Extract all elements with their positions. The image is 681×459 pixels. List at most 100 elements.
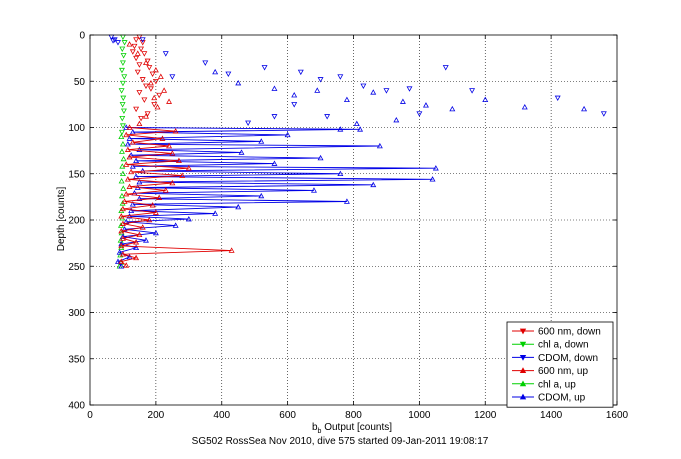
series-line xyxy=(120,127,232,266)
x-tick-label: 400 xyxy=(213,410,230,421)
data-point xyxy=(126,124,133,130)
data-point xyxy=(406,86,413,92)
data-point xyxy=(152,79,159,85)
data-point xyxy=(123,124,130,130)
data-point xyxy=(146,65,153,71)
data-point xyxy=(581,105,588,112)
data-point xyxy=(119,220,126,226)
legend-item: CDOM, down xyxy=(512,353,598,364)
data-point xyxy=(118,213,125,219)
data-layer xyxy=(108,34,607,269)
series-600-nm-down xyxy=(129,34,163,122)
data-point xyxy=(118,129,125,136)
data-point xyxy=(149,71,156,77)
data-point xyxy=(134,50,141,56)
data-point xyxy=(141,51,148,57)
data-point xyxy=(258,192,265,199)
data-point xyxy=(119,163,126,169)
x-tick-label: 1400 xyxy=(540,410,563,421)
data-point xyxy=(128,168,135,175)
data-point xyxy=(393,116,400,123)
data-point xyxy=(429,176,436,182)
data-point xyxy=(143,237,149,243)
data-point xyxy=(136,62,143,68)
series-cdom-up xyxy=(212,68,588,132)
data-point xyxy=(133,37,140,43)
data-point xyxy=(245,120,252,126)
data-point xyxy=(297,69,304,76)
data-point xyxy=(147,86,154,92)
data-point xyxy=(152,229,159,236)
data-point xyxy=(416,111,423,117)
legend-marker xyxy=(519,328,527,335)
data-point xyxy=(156,194,163,201)
data-point xyxy=(521,104,528,110)
data-point xyxy=(169,150,176,156)
legend-label: CDOM, up xyxy=(538,393,586,404)
data-point xyxy=(235,203,242,210)
legend-item: chl a, down xyxy=(512,340,589,351)
data-point xyxy=(162,187,169,193)
series-cdom-down xyxy=(108,34,607,126)
data-point xyxy=(133,244,140,250)
data-point xyxy=(185,165,192,171)
x-axis-title: bb Output [counts] xyxy=(312,422,392,435)
x-tick-label: 600 xyxy=(279,410,296,421)
data-point xyxy=(110,38,117,44)
data-point xyxy=(139,224,146,230)
data-point xyxy=(136,146,143,152)
x-axis-title-main: b xyxy=(312,422,318,433)
data-point xyxy=(119,80,126,87)
x-tick-label: 800 xyxy=(345,410,362,421)
legend-item: 600 nm, down xyxy=(512,327,601,338)
data-point xyxy=(136,178,143,185)
data-point xyxy=(139,37,146,43)
data-point xyxy=(143,59,149,65)
data-point xyxy=(119,116,126,122)
data-point xyxy=(482,96,489,102)
legend-box xyxy=(506,321,614,408)
data-point xyxy=(235,79,242,86)
data-point xyxy=(141,97,148,103)
data-point xyxy=(324,114,331,120)
data-point xyxy=(133,239,140,245)
y-tick-label: 200 xyxy=(68,216,85,227)
data-point xyxy=(136,120,143,127)
data-point xyxy=(422,102,429,108)
data-point xyxy=(149,202,156,208)
legend-label: CDOM, down xyxy=(538,353,598,364)
data-point xyxy=(166,98,173,104)
x-axis-title-rest: Output [counts] xyxy=(321,422,392,433)
data-point xyxy=(128,207,135,213)
x-axis-title-subscript: b xyxy=(318,428,322,435)
data-point xyxy=(152,209,159,215)
legend-marker xyxy=(519,380,527,387)
data-point xyxy=(172,222,179,228)
data-point xyxy=(136,195,143,201)
data-point xyxy=(360,83,367,89)
data-point xyxy=(126,135,133,141)
data-point xyxy=(169,74,176,80)
data-point xyxy=(337,74,344,80)
legend-label: chl a, down xyxy=(538,340,589,351)
x-tick-label: 1000 xyxy=(408,410,431,421)
data-point xyxy=(314,87,321,93)
series-600-nm-up xyxy=(126,41,173,127)
legend-item: CDOM, up xyxy=(512,393,586,404)
data-point xyxy=(399,98,406,104)
data-point xyxy=(202,60,209,66)
data-point xyxy=(126,183,133,189)
data-point xyxy=(121,198,128,204)
y-tick-label: 400 xyxy=(68,401,85,412)
data-point xyxy=(383,88,390,94)
data-point xyxy=(291,102,298,108)
data-point xyxy=(258,138,265,144)
data-point xyxy=(124,176,131,182)
data-point xyxy=(123,161,130,167)
data-point xyxy=(119,60,126,66)
data-point xyxy=(120,185,127,191)
data-point xyxy=(133,254,140,261)
data-point xyxy=(120,155,127,162)
data-point xyxy=(169,179,176,186)
data-point xyxy=(212,68,219,75)
